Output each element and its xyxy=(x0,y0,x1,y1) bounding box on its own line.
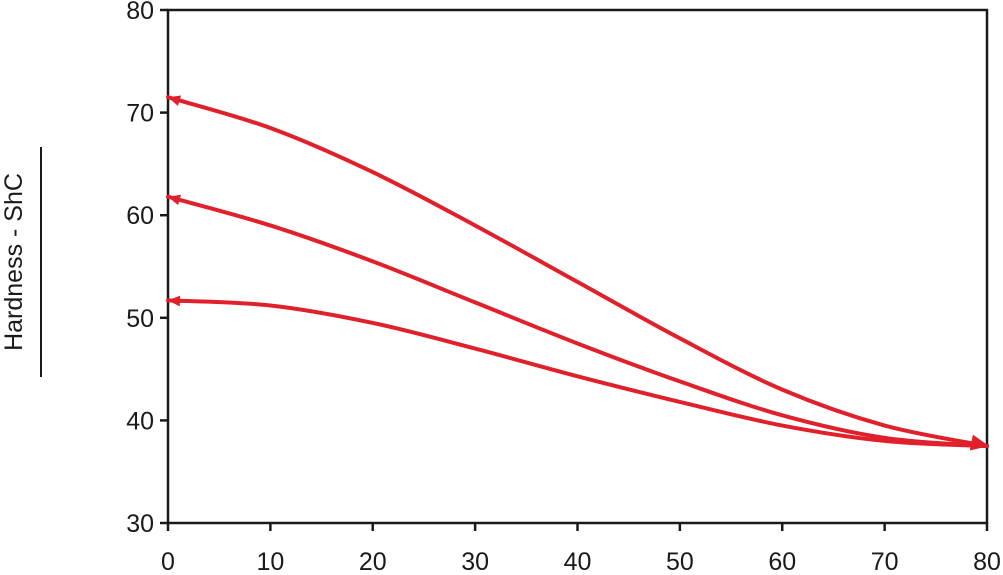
plot-frame xyxy=(166,8,989,525)
curves-layer xyxy=(166,95,989,451)
y-axis-label: Hardness - ShC xyxy=(0,173,28,351)
series-3-start-arrow xyxy=(168,295,181,307)
y-axis-label-group: Hardness - ShC xyxy=(0,147,42,377)
x-tick-label: 0 xyxy=(161,548,175,575)
x-tick-label: 40 xyxy=(564,548,592,575)
x-tick-label: 80 xyxy=(973,548,1001,575)
series-1-start-arrow xyxy=(168,95,182,106)
x-tick-label: 50 xyxy=(666,548,694,575)
x-tick-label: 10 xyxy=(256,548,284,575)
y-tick-label: 40 xyxy=(126,407,154,435)
series-2-start-arrow xyxy=(168,194,182,206)
series-line-3 xyxy=(166,298,989,449)
y-tick-label: 50 xyxy=(126,305,154,333)
y-tick-label: 60 xyxy=(126,202,154,230)
ticks-layer: 0 10 20 30 40 50 60 70 80 30 40 50 60 70 80 xyxy=(126,0,1001,575)
y-tick-label: 80 xyxy=(126,0,154,25)
x-tick-label: 30 xyxy=(461,548,489,575)
series-line-1 xyxy=(166,95,989,449)
x-tick-label: 60 xyxy=(768,548,796,575)
x-tick-label: 70 xyxy=(871,548,899,575)
x-tick-label: 20 xyxy=(359,548,387,575)
series-line-2 xyxy=(166,194,989,449)
y-tick-label: 30 xyxy=(126,510,154,538)
y-tick-label: 70 xyxy=(126,100,154,128)
